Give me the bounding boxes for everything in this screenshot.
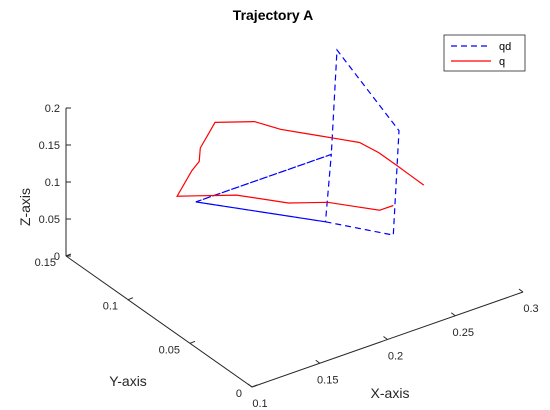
x-tick-mark <box>383 336 388 340</box>
y-tick-label: 0.05 <box>159 344 180 356</box>
y-axis-line <box>65 255 253 388</box>
x-tick-label: 0.25 <box>453 327 474 339</box>
y-tick-label: 0.15 <box>35 257 56 269</box>
z-tick-label: 0.15 <box>39 140 60 152</box>
series-line-q <box>176 120 425 211</box>
x-tick-label: 0.2 <box>388 351 403 363</box>
z-tick-label: 0 <box>54 251 60 263</box>
z-tick-label: 0.1 <box>45 177 60 189</box>
legend-label-qd: qd <box>499 41 511 53</box>
x-tick-mark <box>518 288 524 293</box>
y-tick-label: 0 <box>236 388 242 400</box>
y-tick-mark <box>189 340 196 344</box>
series-line-qd <box>195 48 400 236</box>
y-tick-label: 0.1 <box>103 301 118 313</box>
y-tick-mark <box>251 384 258 388</box>
x-tick-mark <box>450 312 456 317</box>
tick-group: 0.10.150.20.250.300.050.10.1500.050.10.1… <box>35 103 539 410</box>
y-axis-label: Y-axis <box>109 373 147 389</box>
x-tick-label: 0.1 <box>252 398 267 410</box>
z-tick-label: 0.2 <box>45 103 60 115</box>
y-tick-mark <box>127 297 134 301</box>
x-tick-mark <box>315 359 321 364</box>
z-tick-label: 0.05 <box>39 214 60 226</box>
legend-box <box>443 34 526 72</box>
legend-label-q: q <box>499 56 505 68</box>
legend: qd q <box>443 34 526 72</box>
x-tick-mark <box>247 383 253 388</box>
x-tick-label: 0.3 <box>523 303 538 315</box>
x-tick-label: 0.15 <box>317 374 338 386</box>
x-axis-label: X-axis <box>371 385 410 401</box>
chart-title: Trajectory A <box>233 7 313 23</box>
z-axis-label: Z-axis <box>17 188 33 226</box>
